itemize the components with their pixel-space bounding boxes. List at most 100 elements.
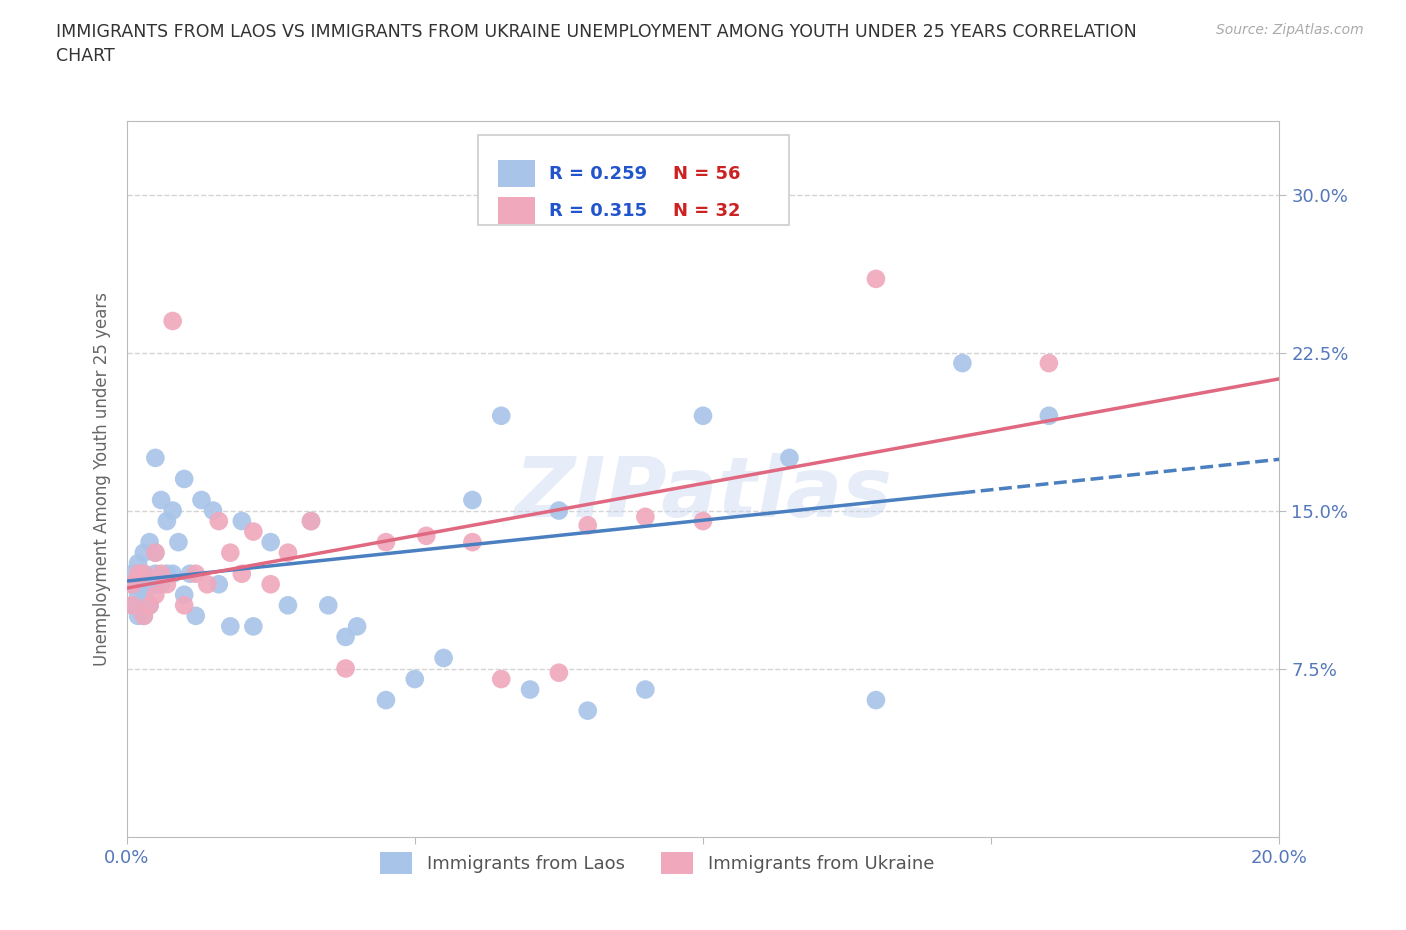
Point	[167, 535, 190, 550]
Point	[491, 408, 513, 423]
Point	[335, 630, 357, 644]
FancyBboxPatch shape	[478, 135, 790, 225]
Point	[346, 619, 368, 634]
Point	[202, 503, 225, 518]
Point	[692, 408, 714, 423]
Point	[156, 577, 179, 591]
Point	[145, 577, 166, 591]
Point	[865, 272, 887, 286]
Text: N = 32: N = 32	[673, 202, 741, 219]
Point	[259, 577, 281, 591]
Point	[219, 545, 242, 560]
Point	[173, 588, 195, 603]
Point	[184, 608, 207, 623]
Point	[335, 661, 357, 676]
Point	[259, 535, 281, 550]
Point	[145, 588, 166, 603]
Point	[190, 493, 212, 508]
Point	[156, 513, 179, 528]
Point	[150, 577, 173, 591]
Point	[145, 450, 166, 465]
Point	[548, 665, 571, 680]
Point	[121, 598, 143, 613]
Point	[127, 556, 149, 571]
Point	[374, 693, 398, 708]
Text: N = 56: N = 56	[673, 165, 741, 183]
Point	[138, 535, 160, 550]
Legend: Immigrants from Laos, Immigrants from Ukraine: Immigrants from Laos, Immigrants from Uk…	[373, 845, 941, 882]
Text: R = 0.315: R = 0.315	[548, 202, 647, 219]
Point	[231, 513, 253, 528]
Text: ZIPatlas: ZIPatlas	[515, 453, 891, 534]
Point	[162, 503, 184, 518]
Point	[1038, 355, 1060, 370]
Point	[121, 577, 143, 591]
Point	[145, 545, 166, 560]
Point	[145, 566, 166, 581]
Point	[162, 566, 184, 581]
Point	[138, 598, 160, 613]
Point	[145, 545, 166, 560]
Point	[132, 545, 155, 560]
FancyBboxPatch shape	[498, 197, 534, 224]
Point	[242, 619, 264, 634]
Point	[127, 608, 149, 623]
Point	[208, 577, 231, 591]
Point	[277, 598, 299, 613]
Point	[318, 598, 340, 613]
Point	[692, 513, 714, 528]
Point	[195, 577, 218, 591]
Point	[865, 693, 887, 708]
Point	[132, 566, 155, 581]
Point	[519, 682, 541, 697]
Point	[415, 528, 437, 543]
Point	[433, 651, 456, 666]
Point	[242, 525, 264, 539]
Point	[132, 566, 155, 581]
Point	[156, 566, 179, 581]
Point	[121, 598, 143, 613]
Point	[277, 545, 299, 560]
Point	[576, 703, 599, 718]
Point	[219, 619, 242, 634]
Point	[132, 588, 155, 603]
Point	[121, 566, 143, 581]
Text: Source: ZipAtlas.com: Source: ZipAtlas.com	[1216, 23, 1364, 37]
Point	[127, 588, 149, 603]
Point	[299, 513, 322, 528]
Point	[461, 493, 484, 508]
Point	[132, 608, 155, 623]
Point	[138, 598, 160, 613]
Point	[491, 671, 513, 686]
Point	[231, 566, 253, 581]
Point	[208, 513, 231, 528]
Point	[1038, 408, 1060, 423]
Point	[184, 566, 207, 581]
FancyBboxPatch shape	[498, 160, 534, 188]
Point	[138, 577, 160, 591]
Point	[576, 518, 599, 533]
Text: IMMIGRANTS FROM LAOS VS IMMIGRANTS FROM UKRAINE UNEMPLOYMENT AMONG YOUTH UNDER 2: IMMIGRANTS FROM LAOS VS IMMIGRANTS FROM …	[56, 23, 1137, 65]
Point	[374, 535, 398, 550]
Point	[179, 566, 201, 581]
Point	[299, 513, 322, 528]
Point	[461, 535, 484, 550]
Point	[150, 493, 173, 508]
Point	[779, 450, 801, 465]
Text: R = 0.259: R = 0.259	[548, 165, 647, 183]
Point	[173, 598, 195, 613]
Point	[132, 608, 155, 623]
Point	[150, 566, 173, 581]
Point	[127, 577, 149, 591]
Point	[162, 313, 184, 328]
Point	[121, 577, 143, 591]
Point	[127, 566, 149, 581]
Point	[548, 503, 571, 518]
Point	[173, 472, 195, 486]
Point	[634, 510, 657, 525]
Point	[664, 208, 686, 223]
Y-axis label: Unemployment Among Youth under 25 years: Unemployment Among Youth under 25 years	[93, 292, 111, 666]
Point	[634, 682, 657, 697]
Point	[950, 355, 973, 370]
Point	[404, 671, 426, 686]
